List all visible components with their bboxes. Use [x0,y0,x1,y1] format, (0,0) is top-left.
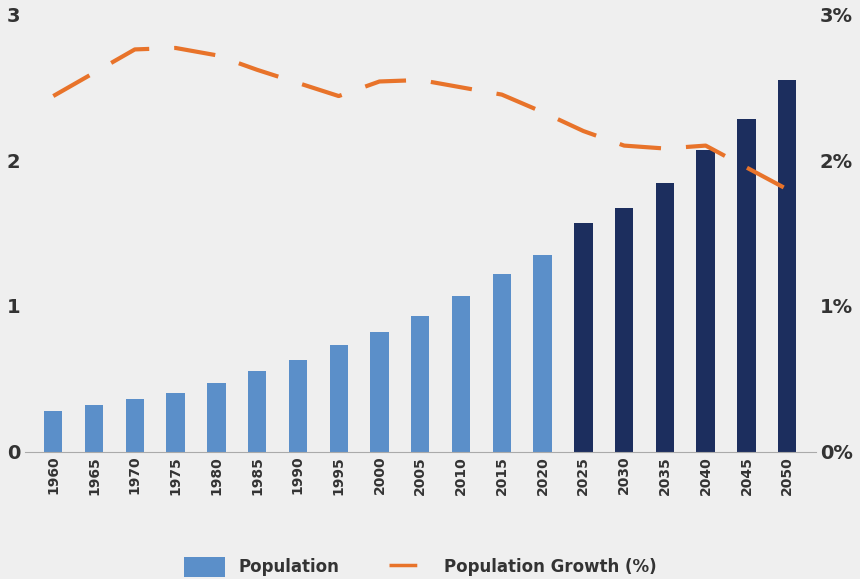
Bar [44,411,63,452]
Bar [85,405,103,452]
Bar [411,316,429,452]
Bar [329,345,348,452]
Bar [574,223,593,452]
Legend: Population, Population Growth (%): Population, Population Growth (%) [177,551,664,579]
Bar [533,255,552,452]
Bar [289,360,307,452]
Bar [452,296,470,452]
Bar [207,383,225,452]
Bar [493,274,511,452]
Bar [126,399,144,452]
Bar [167,393,185,452]
Bar [655,184,674,452]
Bar [615,208,633,452]
Bar [737,119,756,452]
Bar [778,80,796,452]
Bar [371,332,389,452]
Bar [697,150,715,452]
Bar [248,372,267,452]
